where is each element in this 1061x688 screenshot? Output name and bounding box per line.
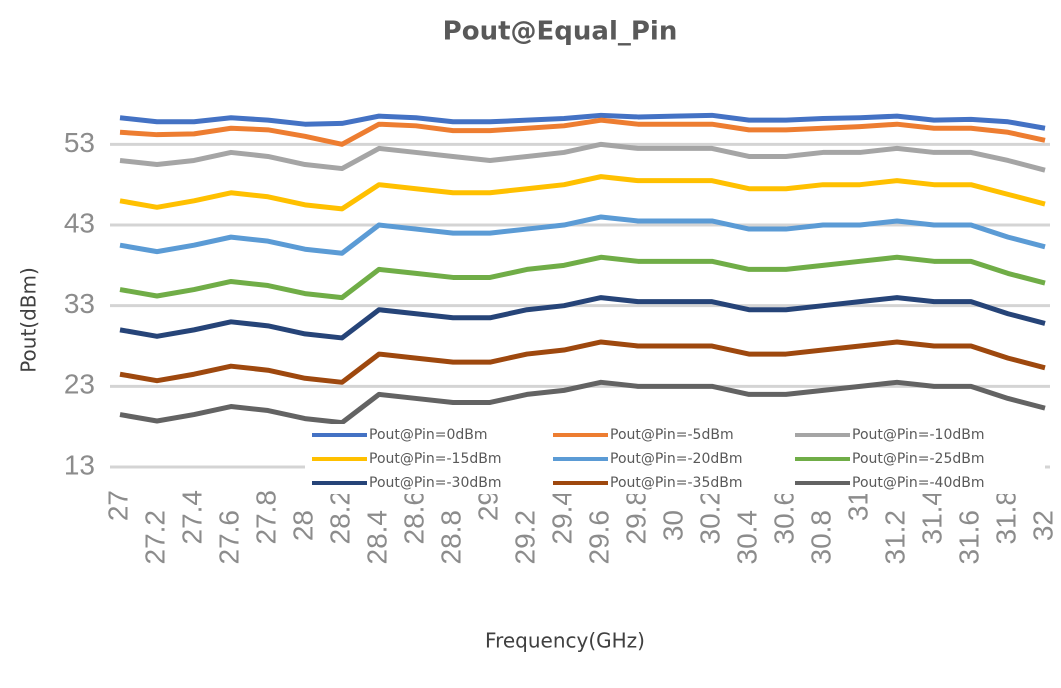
series-line — [119, 254, 1046, 301]
legend-label: Pout@Pin=-5dBm — [610, 427, 734, 443]
x-axis-label: Frequency(GHz) — [485, 629, 645, 653]
x-tick-label: 28.8 — [435, 510, 466, 565]
x-tick-label: 31 — [842, 490, 873, 521]
x-tick-label: 27.6 — [213, 510, 244, 565]
y-tick-label: 13 — [64, 449, 95, 480]
x-tick-label: 29.6 — [583, 510, 614, 565]
y-tick-label: 43 — [64, 207, 95, 238]
y-tick-label: 23 — [64, 369, 95, 400]
x-tick-label: 31.8 — [990, 490, 1021, 545]
x-tick-label: 27 — [102, 490, 133, 521]
legend-label: Pout@Pin=-25dBm — [852, 451, 985, 467]
x-tick-label: 32 — [1027, 510, 1058, 541]
x-tick-label: 31.4 — [916, 490, 947, 545]
y-axis-label: Pout(dBm) — [17, 267, 41, 373]
legend-label: Pout@Pin=-10dBm — [852, 427, 985, 443]
legend-label: Pout@Pin=-15dBm — [369, 451, 502, 467]
series-line — [119, 214, 1046, 256]
x-tick-label: 30.6 — [768, 490, 799, 545]
legend-label: Pout@Pin=-35dBm — [610, 475, 743, 491]
series-line — [119, 174, 1046, 212]
x-tick-label: 27.8 — [250, 490, 281, 545]
x-tick-label: 31.6 — [953, 510, 984, 565]
x-tick-label: 29.2 — [509, 510, 540, 565]
series-line — [119, 112, 1046, 131]
series-line — [119, 339, 1046, 385]
x-tick-label: 29.8 — [620, 490, 651, 545]
x-tick-label: 27.4 — [176, 490, 207, 545]
x-tick-label: 30.8 — [805, 510, 836, 565]
x-tick-label: 30 — [657, 510, 688, 541]
x-tick-label: 28 — [287, 510, 318, 541]
x-tick-label: 28.4 — [361, 510, 392, 565]
x-tick-label: 29 — [472, 490, 503, 521]
x-tick-label: 30.2 — [694, 490, 725, 545]
legend-label: Pout@Pin=-40dBm — [852, 475, 985, 491]
chart-title: Pout@Equal_Pin — [443, 17, 678, 47]
legend-label: Pout@Pin=-30dBm — [369, 475, 502, 491]
legend-background — [305, 424, 1045, 494]
x-tick-label: 28.2 — [324, 490, 355, 545]
series-line — [119, 295, 1046, 341]
x-tick-label: 28.6 — [398, 490, 429, 545]
y-tick-label: 53 — [64, 127, 95, 158]
series-line — [119, 117, 1046, 147]
x-tick-label: 29.4 — [546, 490, 577, 545]
legend-label: Pout@Pin=-20dBm — [610, 451, 743, 467]
y-tick-label: 33 — [64, 288, 95, 319]
x-tick-label: 31.2 — [879, 510, 910, 565]
series-line — [119, 379, 1046, 426]
x-tick-label: 30.4 — [731, 510, 762, 565]
x-tick-label: 27.2 — [139, 510, 170, 565]
series-line — [119, 141, 1046, 173]
legend-label: Pout@Pin=0dBm — [369, 427, 488, 443]
